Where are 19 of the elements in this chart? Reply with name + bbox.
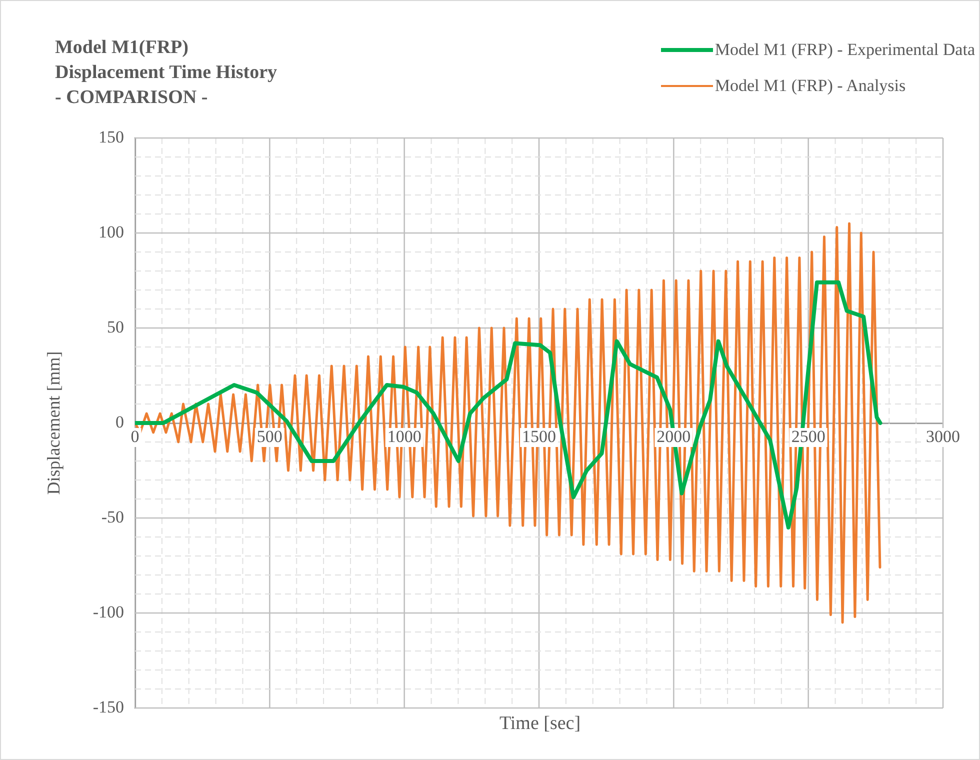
x-tick-label: 2000 (656, 426, 691, 446)
x-tick-label: 500 (256, 426, 282, 446)
x-tick-label: 1500 (522, 426, 556, 446)
x-tick-label: 0 (130, 426, 140, 446)
legend-label: Model M1 (FRP) - Experimental Data (714, 40, 975, 60)
legend-label: Model M1 (FRP) - Analysis (714, 76, 906, 96)
y-tick-label: -100 (92, 602, 124, 622)
x-tick-label: 1000 (387, 426, 422, 446)
y-tick-label: 100 (98, 222, 124, 242)
x-axis-title: Time [sec] (498, 713, 582, 735)
y-tick-label: 150 (98, 127, 124, 146)
x-tick-label: 3000 (926, 426, 960, 446)
y-tick-label: 0 (116, 412, 124, 432)
chart-title: Model M1(FRP) Displacement Time History - COMPARISON - (55, 36, 277, 110)
y-axis-title: Displacement [mm] (44, 351, 64, 495)
y-tick-label: 50 (107, 317, 124, 336)
y-tick-label: -150 (92, 697, 124, 716)
x-tick-label: 2500 (791, 426, 826, 446)
y-tick-label: -50 (101, 507, 124, 526)
